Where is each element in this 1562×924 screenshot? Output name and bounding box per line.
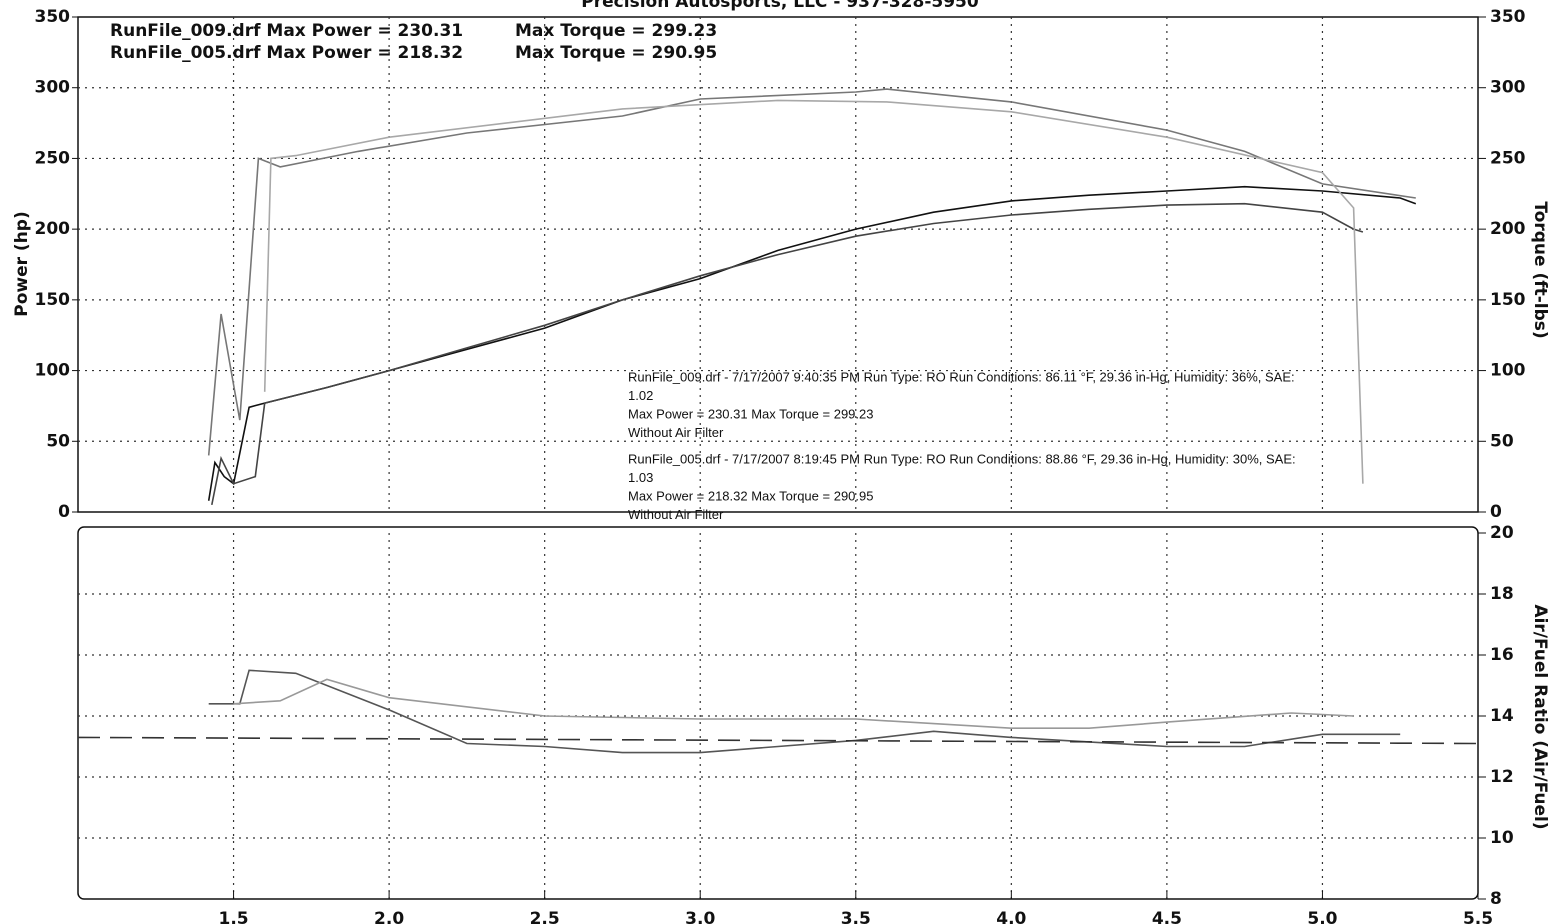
series-line xyxy=(207,88,1416,456)
y2-tick-label: 14 xyxy=(1490,706,1514,726)
run-note: 1.02 xyxy=(628,388,653,403)
y-tick-label: 50 xyxy=(46,431,70,451)
run-note: Max Power = 218.32 Max Torque = 290.95 xyxy=(628,488,873,503)
page-title: Precision Autosports, LLC - 937-328-5950 xyxy=(581,0,979,12)
y2-tick-label: 16 xyxy=(1490,645,1514,665)
y-tick-label: 0 xyxy=(58,502,70,522)
series-line xyxy=(263,99,1364,484)
header-text: Max Torque = 290.95 xyxy=(515,43,717,63)
x-tick-label: 5.0 xyxy=(1307,909,1337,924)
y-tick-label: 300 xyxy=(35,78,71,98)
y2-tick-label: 10 xyxy=(1490,828,1514,848)
header-text: Max Torque = 299.23 xyxy=(515,21,717,41)
run-note: Without Air Filter xyxy=(628,507,724,522)
y-tick-label: 100 xyxy=(35,361,71,381)
x-tick-label: 3.5 xyxy=(841,909,871,924)
run-note: RunFile_009.drf - 7/17/2007 9:40:35 PM R… xyxy=(628,369,1295,384)
header-text: RunFile_009.drf Max Power = 230.31 xyxy=(110,21,463,41)
series-line xyxy=(233,678,1354,729)
y2-tick-label: 20 xyxy=(1490,523,1514,543)
y2-tick-label: 100 xyxy=(1490,361,1526,381)
y2-tick-label: 300 xyxy=(1490,78,1526,98)
run-note: Without Air Filter xyxy=(628,425,724,440)
x-tick-label: 4.5 xyxy=(1152,909,1182,924)
reference-line xyxy=(77,736,1479,745)
x-tick-label: 4.0 xyxy=(996,909,1026,924)
y-axis-title: Power (hp) xyxy=(12,211,32,317)
y2-tick-label: 150 xyxy=(1490,290,1526,310)
run-note: 1.03 xyxy=(628,470,653,485)
y2-tick-label: 250 xyxy=(1490,148,1526,168)
y2-tick-label: 12 xyxy=(1490,767,1514,787)
y-tick-label: 150 xyxy=(35,290,71,310)
run-note: Max Power = 230.31 Max Torque = 299.23 xyxy=(628,406,873,421)
afr-frame xyxy=(77,526,1479,900)
y-tick-label: 350 xyxy=(35,7,71,27)
series-line xyxy=(207,185,1417,501)
y2-tick-label: 50 xyxy=(1490,431,1514,451)
x-tick-label: 5.5 xyxy=(1463,909,1493,924)
y-tick-label: 200 xyxy=(35,219,71,239)
series-line xyxy=(208,669,1401,754)
run-note: RunFile_005.drf - 7/17/2007 8:19:45 PM R… xyxy=(628,451,1296,466)
y2-tick-label: 350 xyxy=(1490,7,1526,27)
y2-tick-label: 200 xyxy=(1490,219,1526,239)
afr-axis-title: Air/Fuel Ratio (Air/Fuel) xyxy=(1530,604,1550,829)
x-tick-label: 1.5 xyxy=(218,909,248,924)
y2-tick-label: 0 xyxy=(1490,502,1502,522)
power-frame xyxy=(77,16,1479,513)
header-text: RunFile_005.drf Max Power = 218.32 xyxy=(110,43,463,63)
series-line xyxy=(211,202,1364,506)
y2-tick-label: 8 xyxy=(1490,889,1502,909)
y-tick-label: 250 xyxy=(35,148,71,168)
x-tick-label: 2.0 xyxy=(374,909,404,924)
y2-tick-label: 18 xyxy=(1490,584,1514,604)
y2-axis-title: Torque (ft-lbs) xyxy=(1530,201,1550,338)
x-tick-label: 2.5 xyxy=(530,909,560,924)
x-tick-label: 3.0 xyxy=(685,909,715,924)
